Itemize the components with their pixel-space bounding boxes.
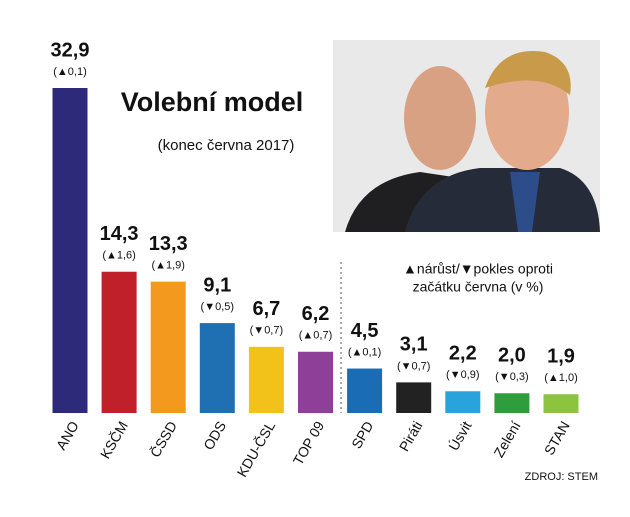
bar [298,351,333,413]
person-head [404,66,476,170]
x-tick-label: Úsvit [445,418,474,453]
value-label: 1,9 [547,346,575,368]
person-hair [485,51,571,95]
x-tick-label: KSČM [97,418,131,461]
change-label: (▲1,0) [544,372,578,384]
value-label: 32,9 [51,39,90,61]
value-label: 2,2 [449,343,477,365]
bar [494,393,530,413]
x-tick-label: ANO [53,418,82,452]
tie [510,172,540,232]
legend-note: začátku června (v %) [413,279,544,295]
photo [333,40,600,232]
change-label: (▲0,7) [299,330,333,342]
value-label: 6,2 [302,303,330,325]
x-tick-label: Piráti [396,418,426,454]
chart-subtitle: (konec června 2017) [158,137,295,154]
bar [199,323,235,413]
source: ZDROJ: STEM [525,471,598,483]
x-tick-label: SPD [348,418,376,451]
value-label: 3,1 [400,334,428,356]
x-tick-label: Zelení [490,418,523,460]
x-tick-label: TOP 09 [290,418,328,468]
change-label: (▼0,3) [495,371,529,383]
value-label: 9,1 [203,274,231,296]
change-label: (▲0,1) [348,346,382,358]
value-label: 4,5 [351,320,379,342]
bar [150,281,186,413]
bar [52,88,88,413]
value-label: 6,7 [252,298,280,320]
change-label: (▼0,7) [250,325,284,337]
change-label: (▼0,7) [397,360,431,372]
bar [347,368,383,413]
change-label: (▲0,1) [53,66,87,78]
person-body [405,168,600,232]
value-label: 2,0 [498,345,526,367]
x-tick-label: KDU-ČSL [234,418,279,479]
bar [445,391,481,413]
x-tick-label: STAN [541,418,573,457]
change-label: (▲1,6) [102,250,136,262]
x-tick-label: ČSSD [147,418,180,460]
bar [543,394,579,413]
change-label: (▲1,9) [151,260,185,272]
change-label: (▼0,5) [201,301,235,313]
change-label: (▼0,9) [446,369,480,381]
bar [396,382,432,413]
value-label: 14,3 [100,223,139,245]
bar [248,346,284,413]
value-label: 13,3 [149,233,188,255]
x-tick-label: ODS [200,418,229,452]
bar [101,271,137,413]
chart-title: Volební model [121,87,304,117]
legend-note: ▲nárůst/▼pokles oproti [403,261,553,277]
